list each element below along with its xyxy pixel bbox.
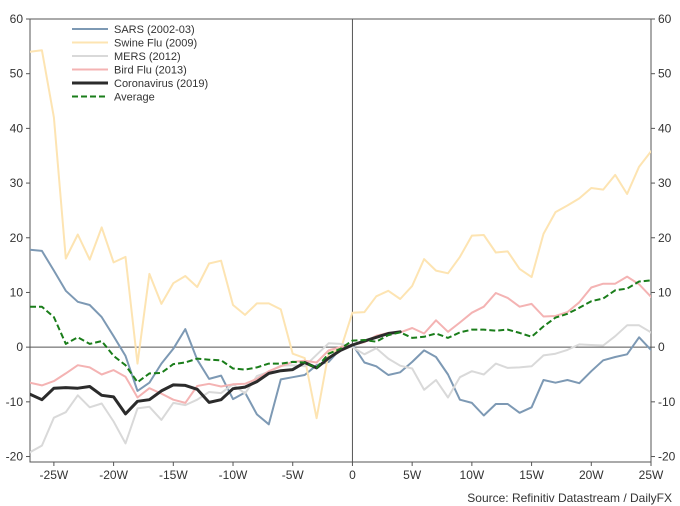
- x-tick-label: -15W: [159, 468, 188, 482]
- y-tick-label-left: 10: [10, 285, 24, 299]
- y-tick-label-right: 0: [658, 340, 665, 354]
- series-lines: [30, 49, 651, 454]
- y-tick-label-left: 30: [10, 176, 24, 190]
- x-tick-label: -5W: [282, 468, 305, 482]
- legend-label: MERS (2012): [114, 51, 181, 63]
- legend-label: Average: [114, 92, 155, 104]
- y-tick-label-right: 50: [658, 67, 672, 81]
- series-line-mers-2012: [30, 324, 651, 454]
- x-tick-label: -20W: [99, 468, 128, 482]
- y-tick-label-left: 0: [16, 340, 23, 354]
- source-label: Source: Refinitiv Datastream / DailyFX: [467, 491, 672, 505]
- y-tick-label-left: 50: [10, 67, 24, 81]
- x-tick-label: 0: [349, 468, 356, 482]
- x-tick-label: 25W: [639, 468, 664, 482]
- x-tick-label: -25W: [40, 468, 69, 482]
- y-tick-label-right: 10: [658, 285, 672, 299]
- series-line-coronavirus-2019: [30, 330, 402, 416]
- y-tick-label-right: -10: [658, 395, 676, 409]
- y-tick-label-left: -20: [6, 450, 24, 464]
- y-tick-label-right: 20: [658, 231, 672, 245]
- y-tick-label-right: 40: [658, 121, 672, 135]
- y-tick-label-right: -20: [658, 450, 676, 464]
- legend-label: Coronavirus (2019): [114, 78, 208, 90]
- y-tick-label-left: 60: [10, 12, 24, 26]
- legend-label: Swine Flu (2009): [114, 38, 197, 50]
- series-line-bird-flu-2013: [30, 275, 651, 404]
- x-tick-label: -10W: [219, 468, 248, 482]
- x-tick-label: 10W: [460, 468, 485, 482]
- y-tick-label-left: -10: [6, 395, 24, 409]
- y-tick-label-left: 40: [10, 121, 24, 135]
- legend-label: Bird Flu (2013): [114, 65, 187, 77]
- series-line-sars-2002-03: [30, 248, 651, 426]
- x-tick-label: 15W: [519, 468, 544, 482]
- axes: -20 -20 -10 -10 0 0 10 10 20 20 30 30 40 40 50 50 60 60 -2…: [6, 12, 676, 482]
- y-tick-label-left: 20: [10, 231, 24, 245]
- y-tick-label-right: 30: [658, 176, 672, 190]
- series-line-average: [30, 279, 651, 384]
- legend: SARS (2002-03) Swine Flu (2009)MERS (2012…: [72, 24, 208, 104]
- x-tick-label: 20W: [579, 468, 604, 482]
- x-tick-label: 5W: [403, 468, 422, 482]
- y-tick-label-right: 60: [658, 12, 672, 26]
- plot-frame: [29, 18, 652, 463]
- legend-label: SARS (2002-03): [114, 24, 195, 36]
